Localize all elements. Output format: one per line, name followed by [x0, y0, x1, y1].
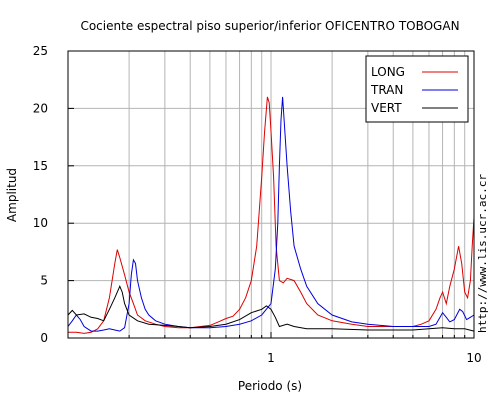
y-tick-label: 10: [33, 216, 48, 230]
x-tick-label: 1: [267, 351, 275, 365]
y-tick-label: 15: [33, 159, 48, 173]
legend-label-tran: TRAN: [370, 83, 403, 97]
legend-box: [365, 55, 469, 123]
legend: LONG TRAN VERT: [365, 55, 469, 123]
y-tick-label: 20: [33, 101, 48, 115]
series-line-vert: [67, 285, 475, 332]
y-tick-label: 0: [40, 331, 48, 345]
legend-label-long: LONG: [371, 65, 405, 79]
series-line-tran: [67, 96, 475, 332]
legend-label-vert: VERT: [371, 101, 402, 115]
x-axis-label: Periodo (s): [238, 379, 302, 393]
x-tick-label: 10: [466, 351, 481, 365]
y-tick-label: 5: [40, 274, 48, 288]
chart-title: Cociente espectral piso superior/inferio…: [80, 19, 459, 33]
y-tick-label: 25: [33, 44, 48, 58]
series-group: [67, 96, 475, 334]
website-url: http://www.lis.ucr.ac.cr: [476, 174, 489, 333]
axis-ticks: 0 5 10 15 20 25 1 10: [33, 44, 482, 365]
series-line-long: [68, 96, 475, 334]
y-axis-label: Amplitud: [5, 168, 19, 222]
